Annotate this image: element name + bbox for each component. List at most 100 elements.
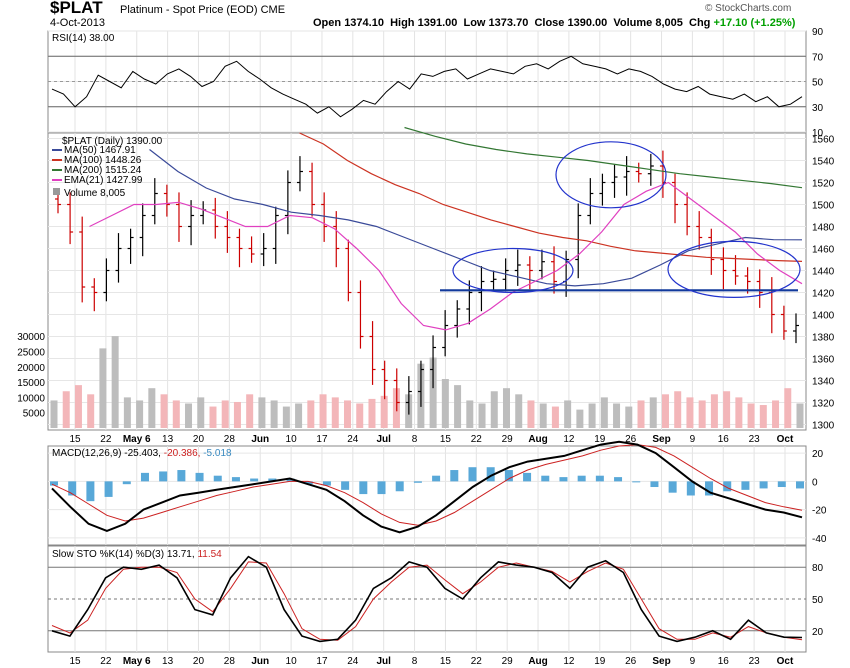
x-tick-label-bottom: 22 — [471, 656, 483, 667]
volume-bar — [74, 385, 82, 428]
x-tick-label-bottom: 10 — [286, 656, 298, 667]
x-tick-label-bottom: 8 — [412, 656, 418, 667]
volume-tick-label: 30000 — [17, 332, 45, 343]
macd-histogram-bar — [632, 481, 641, 483]
macd-histogram-bar — [741, 481, 750, 490]
x-tick-label-bottom: 9 — [690, 656, 696, 667]
volume-bar — [221, 400, 229, 428]
rsi-line — [51, 55, 803, 118]
volume-bar — [148, 388, 156, 428]
x-tick-label-top: 23 — [749, 434, 761, 445]
rsi-tick-label: 70 — [812, 52, 824, 63]
volume-bar — [454, 385, 462, 428]
macd-histogram-bar — [686, 481, 695, 496]
macd-histogram-bar — [140, 472, 149, 482]
volume-tick-label: 25000 — [17, 347, 45, 358]
instrument-name: Platinum — [120, 4, 163, 16]
volume-bar — [723, 391, 731, 428]
quote-date: 4-Oct-2013 — [50, 17, 106, 29]
macd-histogram-bar — [595, 475, 604, 482]
price-tick-label: 1300 — [812, 421, 835, 432]
exchange-label: CME — [260, 4, 286, 16]
x-tick-label-top: 12 — [563, 434, 575, 445]
macd-histogram-bar — [668, 481, 677, 493]
close-value: 1390.00 — [567, 17, 608, 29]
macd-histogram-bar — [68, 481, 77, 496]
volume-bar — [246, 394, 254, 428]
macd-histogram-bar — [504, 470, 513, 482]
x-tick-label-top: 20 — [193, 434, 205, 445]
macd-histogram-bar — [104, 481, 113, 497]
macd-tick-label: -40 — [812, 534, 827, 545]
macd-histogram-bar — [195, 472, 204, 482]
x-tick-label-top: May 6 — [123, 434, 151, 445]
macd-histogram-bar — [86, 481, 95, 502]
volume-bar — [710, 394, 718, 428]
volume-bar — [564, 400, 572, 428]
volume-bar — [613, 403, 621, 428]
price-tick-label: 1440 — [812, 267, 835, 278]
ma-legend: MA(50) 1467.91 — [64, 145, 136, 156]
x-tick-label-top: 15 — [69, 434, 81, 445]
x-tick-label-bottom: 28 — [224, 656, 236, 667]
macd-signal-line — [51, 444, 803, 526]
macd-histogram-bar — [122, 481, 131, 485]
symbol-title: $PLAT — [50, 0, 103, 17]
macd-histogram-bar — [286, 478, 295, 482]
volume-bar — [637, 400, 645, 428]
open-label: Open — [313, 17, 342, 29]
macd-histogram-bar — [341, 481, 350, 490]
x-tick-label-top: 28 — [224, 434, 236, 445]
open-value: 1374.10 — [344, 17, 384, 29]
high-value: 1391.00 — [417, 17, 458, 29]
volume-bar — [380, 395, 388, 428]
x-tick-label-bottom: 16 — [718, 656, 730, 667]
volume-bar — [160, 394, 168, 428]
macd-histogram-bar — [231, 477, 240, 482]
legend-swatch — [53, 188, 60, 195]
volume-bar — [759, 405, 767, 428]
macd-tick-label: 0 — [812, 477, 818, 488]
price-tick-label: 1560 — [812, 135, 835, 146]
volume-bar — [344, 400, 352, 428]
volume-tick-label: 10000 — [17, 393, 45, 404]
macd-panel-frame — [47, 445, 807, 546]
price-tick-label: 1500 — [812, 201, 835, 212]
volume-bar — [478, 403, 486, 428]
volume-bar — [649, 397, 657, 428]
volume-bar — [466, 400, 474, 428]
volume-bar — [772, 400, 780, 428]
macd-histogram-bar — [432, 475, 441, 482]
volume-bar — [368, 398, 376, 428]
volume-bar — [747, 403, 755, 428]
price-tick-label: 1460 — [812, 245, 835, 256]
volume-bar — [50, 400, 58, 428]
volume-bar — [185, 403, 193, 428]
macd-histogram-bar — [486, 467, 495, 482]
sto-tick-label: 50 — [812, 595, 824, 606]
instrument-subtitle: - Spot Price (EOD) — [165, 4, 258, 16]
x-tick-label-top: 19 — [594, 434, 606, 445]
volume-tick-label: 15000 — [17, 378, 45, 389]
x-tick-label-top: 29 — [502, 434, 514, 445]
low-label: Low — [463, 17, 486, 29]
rsi-legend: RSI(14) 38.00 — [52, 33, 115, 44]
volume-bar — [282, 406, 290, 428]
volume-bar — [87, 394, 95, 428]
x-tick-label-bottom: 13 — [162, 656, 174, 667]
volume-bar — [136, 400, 144, 428]
sto-tick-label: 80 — [812, 563, 824, 574]
close-label: Close — [534, 17, 565, 29]
volume-value: 8,005 — [655, 17, 683, 29]
ma50-line — [149, 149, 803, 287]
sto-legend: Slow STO %K(14) %D(3) 13.71, 11.54 — [52, 549, 222, 560]
volume-bar — [796, 403, 804, 428]
x-tick-label-bottom: 19 — [594, 656, 606, 667]
x-tick-label-top: 15 — [440, 434, 452, 445]
x-tick-label-top: 16 — [718, 434, 730, 445]
x-tick-label-bottom: 26 — [625, 656, 637, 667]
price-tick-label: 1340 — [812, 377, 835, 388]
rsi-tick-label: 30 — [812, 103, 824, 114]
volume-bar — [123, 397, 131, 428]
